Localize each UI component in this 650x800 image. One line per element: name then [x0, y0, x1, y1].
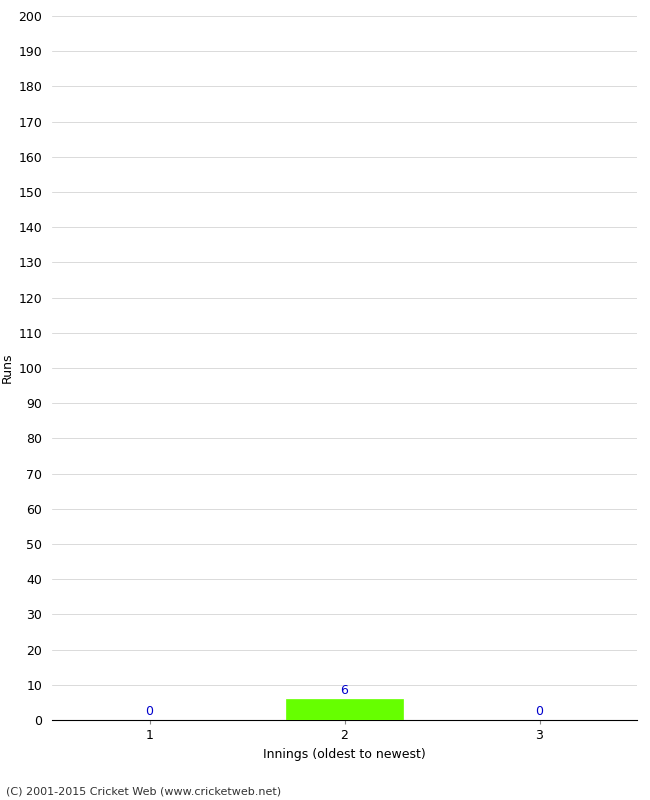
Text: (C) 2001-2015 Cricket Web (www.cricketweb.net): (C) 2001-2015 Cricket Web (www.cricketwe… — [6, 786, 281, 796]
Y-axis label: Runs: Runs — [1, 353, 14, 383]
Text: 0: 0 — [536, 706, 543, 718]
X-axis label: Innings (oldest to newest): Innings (oldest to newest) — [263, 747, 426, 761]
Bar — [286, 699, 403, 720]
Text: 6: 6 — [341, 684, 348, 697]
Text: 0: 0 — [146, 706, 153, 718]
